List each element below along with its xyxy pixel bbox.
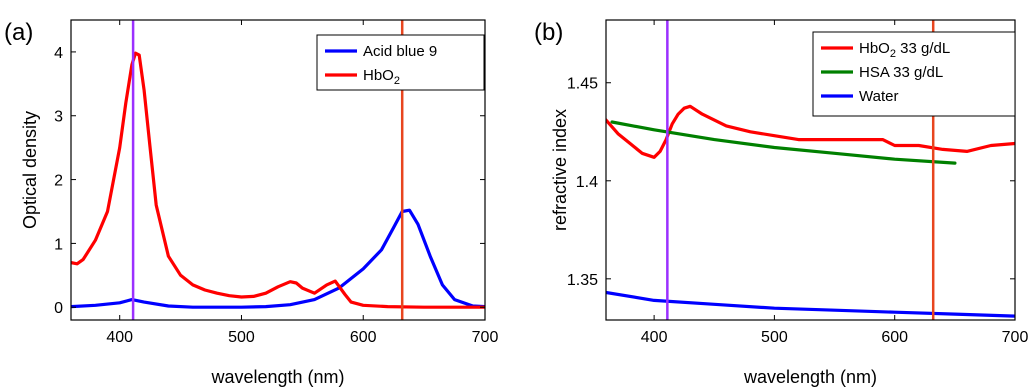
legend-label: HbO2 (363, 67, 400, 87)
legend-label: Acid blue 9 (363, 43, 437, 60)
x-tick-label: 600 (350, 329, 377, 346)
series-line-2 (606, 290, 1015, 318)
x-tick-label: 500 (761, 329, 788, 346)
x-tick-label: 600 (881, 329, 908, 346)
y-tick-label: 2 (54, 173, 63, 190)
y-tick-label: 1.45 (567, 76, 598, 93)
series-line-1 (610, 120, 957, 165)
legend: HbO2 33 g/dL HSA 33 g/dL Water (812, 31, 1016, 117)
chart-panel-b: 400 500 600 700 1.35 1.4 1.45 wavelength (nm) re… (534, 19, 1028, 387)
x-tick-label: 700 (472, 329, 499, 346)
chart-panel-a: 400 500 600 700 0 1 2 3 4 wavelength (nm) Optical … (4, 19, 498, 387)
legend-label: HSA 33 g/dL (859, 64, 943, 81)
series-line-0 (606, 104, 1015, 159)
x-axis-label: wavelength (nm) (210, 367, 344, 387)
plot-frame (605, 19, 1016, 321)
y-tick-label: 1.4 (576, 174, 598, 191)
plot-frame (70, 19, 486, 321)
x-axis-label: wavelength (nm) (743, 367, 877, 387)
y-axis-label: refractive index (550, 109, 570, 231)
x-tick-label: 400 (106, 329, 133, 346)
panel-label: (a) (4, 19, 33, 46)
legend-label: Water (859, 88, 898, 105)
x-tick-label: 500 (228, 329, 255, 346)
x-tick-label: 700 (1002, 329, 1029, 346)
legend: Acid blue 9 HbO2 (316, 34, 485, 91)
legend-label: HbO2 33 g/dL (859, 40, 950, 60)
x-tick-label: 400 (641, 329, 668, 346)
y-tick-label: 3 (54, 109, 63, 126)
y-tick-label: 0 (54, 300, 63, 317)
y-tick-label: 1 (54, 236, 63, 253)
y-tick-label: 4 (54, 45, 63, 62)
series-line-0 (71, 208, 485, 309)
y-tick-label: 1.35 (567, 272, 598, 289)
legend-box (316, 34, 485, 91)
y-axis-label: Optical density (20, 111, 40, 229)
series-line-1 (71, 51, 485, 309)
legend-box (812, 31, 1016, 117)
plot-lines (606, 20, 1015, 320)
panel-label: (b) (534, 19, 563, 46)
